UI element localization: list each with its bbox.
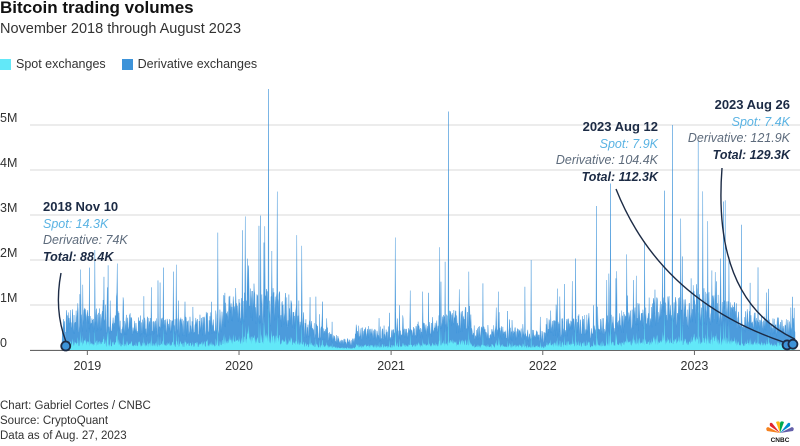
- annotation-2023-aug-12: 2023 Aug 12 Spot: 7.9K Derivative: 104.4…: [556, 119, 658, 185]
- x-tick-label: 2022: [529, 359, 557, 373]
- derivative-area: [61, 88, 796, 351]
- spot-area: [62, 290, 795, 350]
- x-tick-label: 2023: [681, 359, 709, 373]
- annotation-derivative: Derivative: 121.9K: [687, 131, 790, 145]
- annotation-spot: Spot: 7.4K: [731, 114, 790, 129]
- y-tick-label: 0: [0, 336, 7, 350]
- annotation-leader-line: [720, 167, 796, 340]
- y-tick-label: 3M: [0, 201, 17, 215]
- legend-label-spot: Spot exchanges: [16, 57, 106, 71]
- legend-label-derivative: Derivative exchanges: [137, 57, 258, 71]
- legend-swatch-spot: [0, 58, 11, 70]
- svg-text:CNBC: CNBC: [771, 437, 790, 443]
- x-axis: 2019 2020 2021 2022 2023: [30, 350, 800, 373]
- annotation-date: 2023 Aug 26: [714, 97, 790, 112]
- annotation-date: 2018 Nov 10: [43, 199, 119, 214]
- annotation-derivative: Derivative: 74K: [43, 233, 128, 247]
- annotation-2018-nov-10: 2018 Nov 10 Spot: 14.3K Derivative: 74K …: [43, 199, 128, 265]
- y-tick-label: 4M: [0, 156, 17, 170]
- x-tick-label: 2020: [225, 359, 253, 373]
- annotation-derivative: Derivative: 104.4K: [555, 153, 658, 167]
- x-tick-label: 2019: [73, 359, 101, 373]
- footer-asof: Data as of Aug. 27, 2023: [0, 430, 127, 442]
- annotated-point: [787, 338, 799, 350]
- annotation-leaders: [57, 167, 799, 352]
- legend: Spot exchanges Derivative exchanges: [0, 57, 257, 71]
- annotation-spot: Spot: 7.9K: [599, 136, 658, 151]
- annotation-total: Total: 88.4K: [43, 249, 114, 264]
- y-tick-label: 5M: [0, 111, 17, 125]
- y-tick-label: 1M: [0, 291, 17, 305]
- annotation-leader-line: [57, 272, 67, 342]
- annotated-point: [60, 340, 72, 352]
- x-tick-label: 2021: [377, 359, 405, 373]
- cnbc-peacock-icon: CNBC: [766, 421, 794, 443]
- annotation-2023-aug-26: 2023 Aug 26 Spot: 7.4K Derivative: 121.9…: [688, 97, 790, 163]
- annotation-total: Total: 112.3K: [581, 169, 658, 184]
- annotation-spot: Spot: 14.3K: [43, 216, 109, 231]
- y-axis: 0 1M 2M 3M 4M 5M: [0, 111, 17, 350]
- chart-subtitle: November 2018 through August 2023: [0, 21, 242, 37]
- plot-area: [61, 88, 796, 351]
- annotation-date: 2023 Aug 12: [582, 119, 658, 134]
- legend-item-derivative: Derivative exchanges: [121, 57, 258, 71]
- y-tick-label: 2M: [0, 246, 17, 260]
- footer-source: Source: CryptoQuant: [0, 415, 109, 427]
- legend-item-spot: Spot exchanges: [0, 57, 106, 71]
- annotation-total: Total: 129.3K: [712, 147, 790, 162]
- footer-credit: Chart: Gabriel Cortes / CNBC: [0, 400, 151, 412]
- chart-title: Bitcoin trading volumes: [0, 0, 194, 17]
- annotation-leader-line: [615, 188, 784, 343]
- legend-swatch-derivative: [121, 58, 133, 70]
